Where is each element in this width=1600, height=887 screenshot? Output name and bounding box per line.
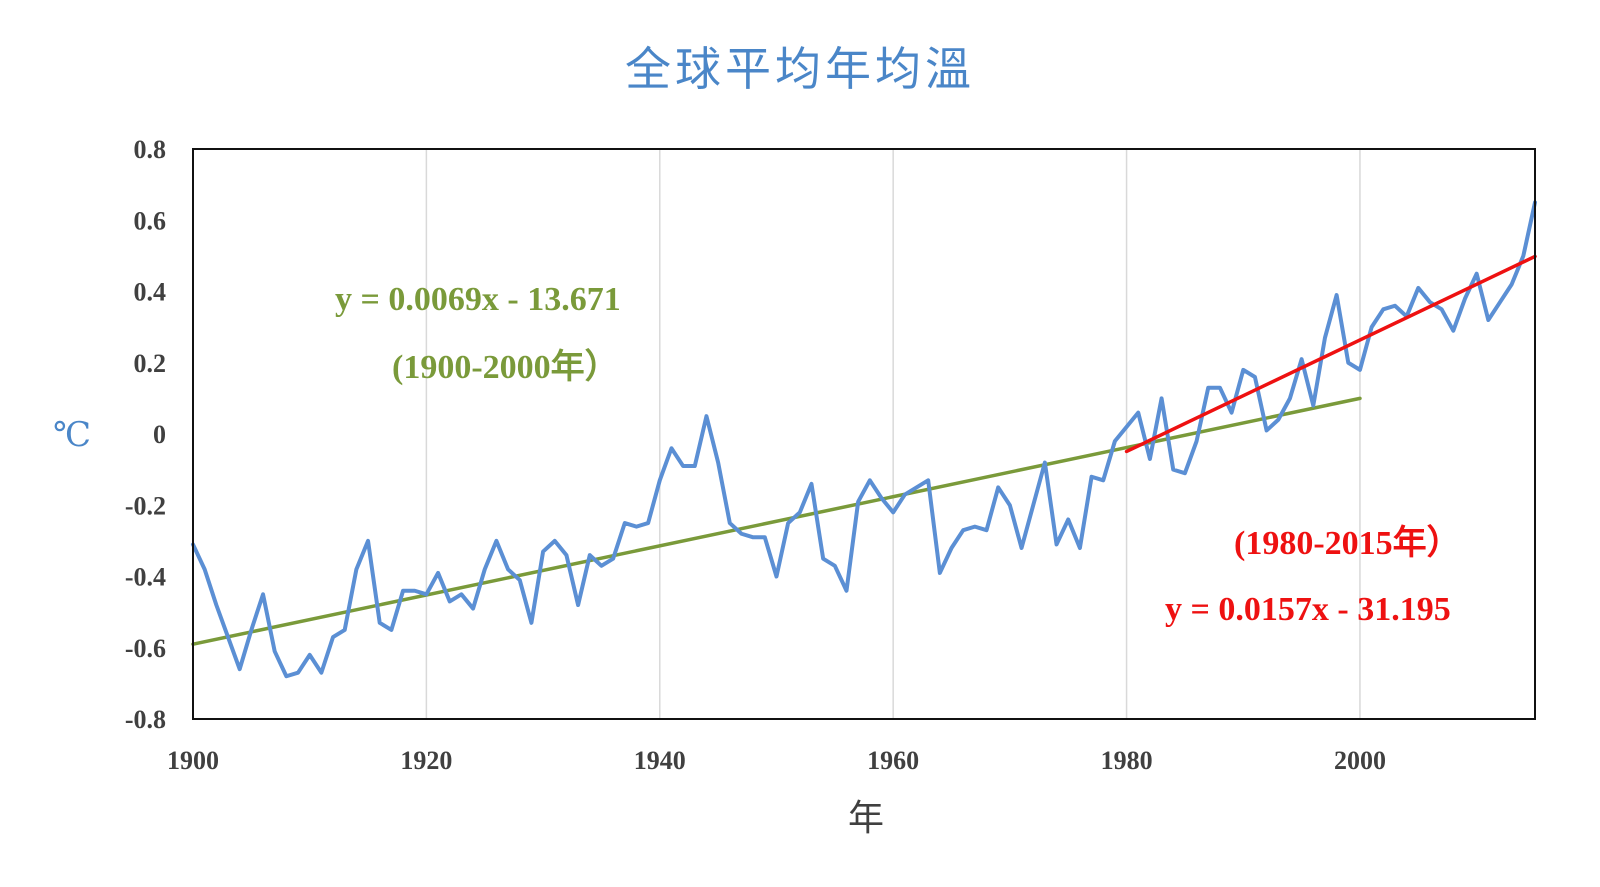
red-trend-range: (1980-2015年） bbox=[1234, 523, 1461, 562]
x-axis-label: 年 bbox=[848, 798, 884, 839]
y-tick-label: -0.6 bbox=[125, 634, 166, 663]
x-tick-label: 1940 bbox=[634, 746, 686, 775]
y-tick-label: 0.2 bbox=[134, 349, 167, 378]
x-tick-label: 2000 bbox=[1334, 746, 1386, 775]
y-tick-label: 0.8 bbox=[134, 135, 167, 164]
y-tick-label: 0.6 bbox=[134, 206, 167, 235]
y-tick-label: -0.8 bbox=[125, 705, 166, 734]
red-trend-equation: y = 0.0157x - 31.195 bbox=[1165, 591, 1451, 628]
grid bbox=[425, 149, 1361, 719]
chart-title: 全球平均年均溫 bbox=[625, 42, 975, 96]
x-tick-label: 1920 bbox=[400, 746, 452, 775]
green-trend-equation: y = 0.0069x - 13.671 bbox=[335, 281, 621, 318]
y-tick-label: 0 bbox=[153, 420, 166, 449]
y-tick-label: -0.2 bbox=[125, 491, 166, 520]
y-axis-label: ℃ bbox=[53, 415, 91, 455]
y-tick-label: 0.4 bbox=[134, 278, 167, 307]
series-group bbox=[191, 200, 1537, 679]
x-tick-label: 1900 bbox=[167, 746, 219, 775]
y-tick-label: -0.4 bbox=[125, 563, 166, 592]
plot-area-frame bbox=[192, 148, 1536, 720]
trend-line-1900-2000 bbox=[191, 396, 1362, 646]
x-tick-label: 1980 bbox=[1101, 746, 1153, 775]
trend-line-1980-2015 bbox=[1124, 254, 1537, 454]
x-axis-ticks: 1900 1920 1940 1960 1980 2000 bbox=[167, 746, 1386, 775]
x-tick-label: 1960 bbox=[867, 746, 919, 775]
temperature-series-line bbox=[191, 200, 1537, 679]
y-axis-ticks: 0.8 0.6 0.4 0.2 0 -0.2 -0.4 -0.6 -0.8 bbox=[125, 135, 166, 734]
green-trend-range: (1900-2000年） bbox=[392, 347, 619, 386]
